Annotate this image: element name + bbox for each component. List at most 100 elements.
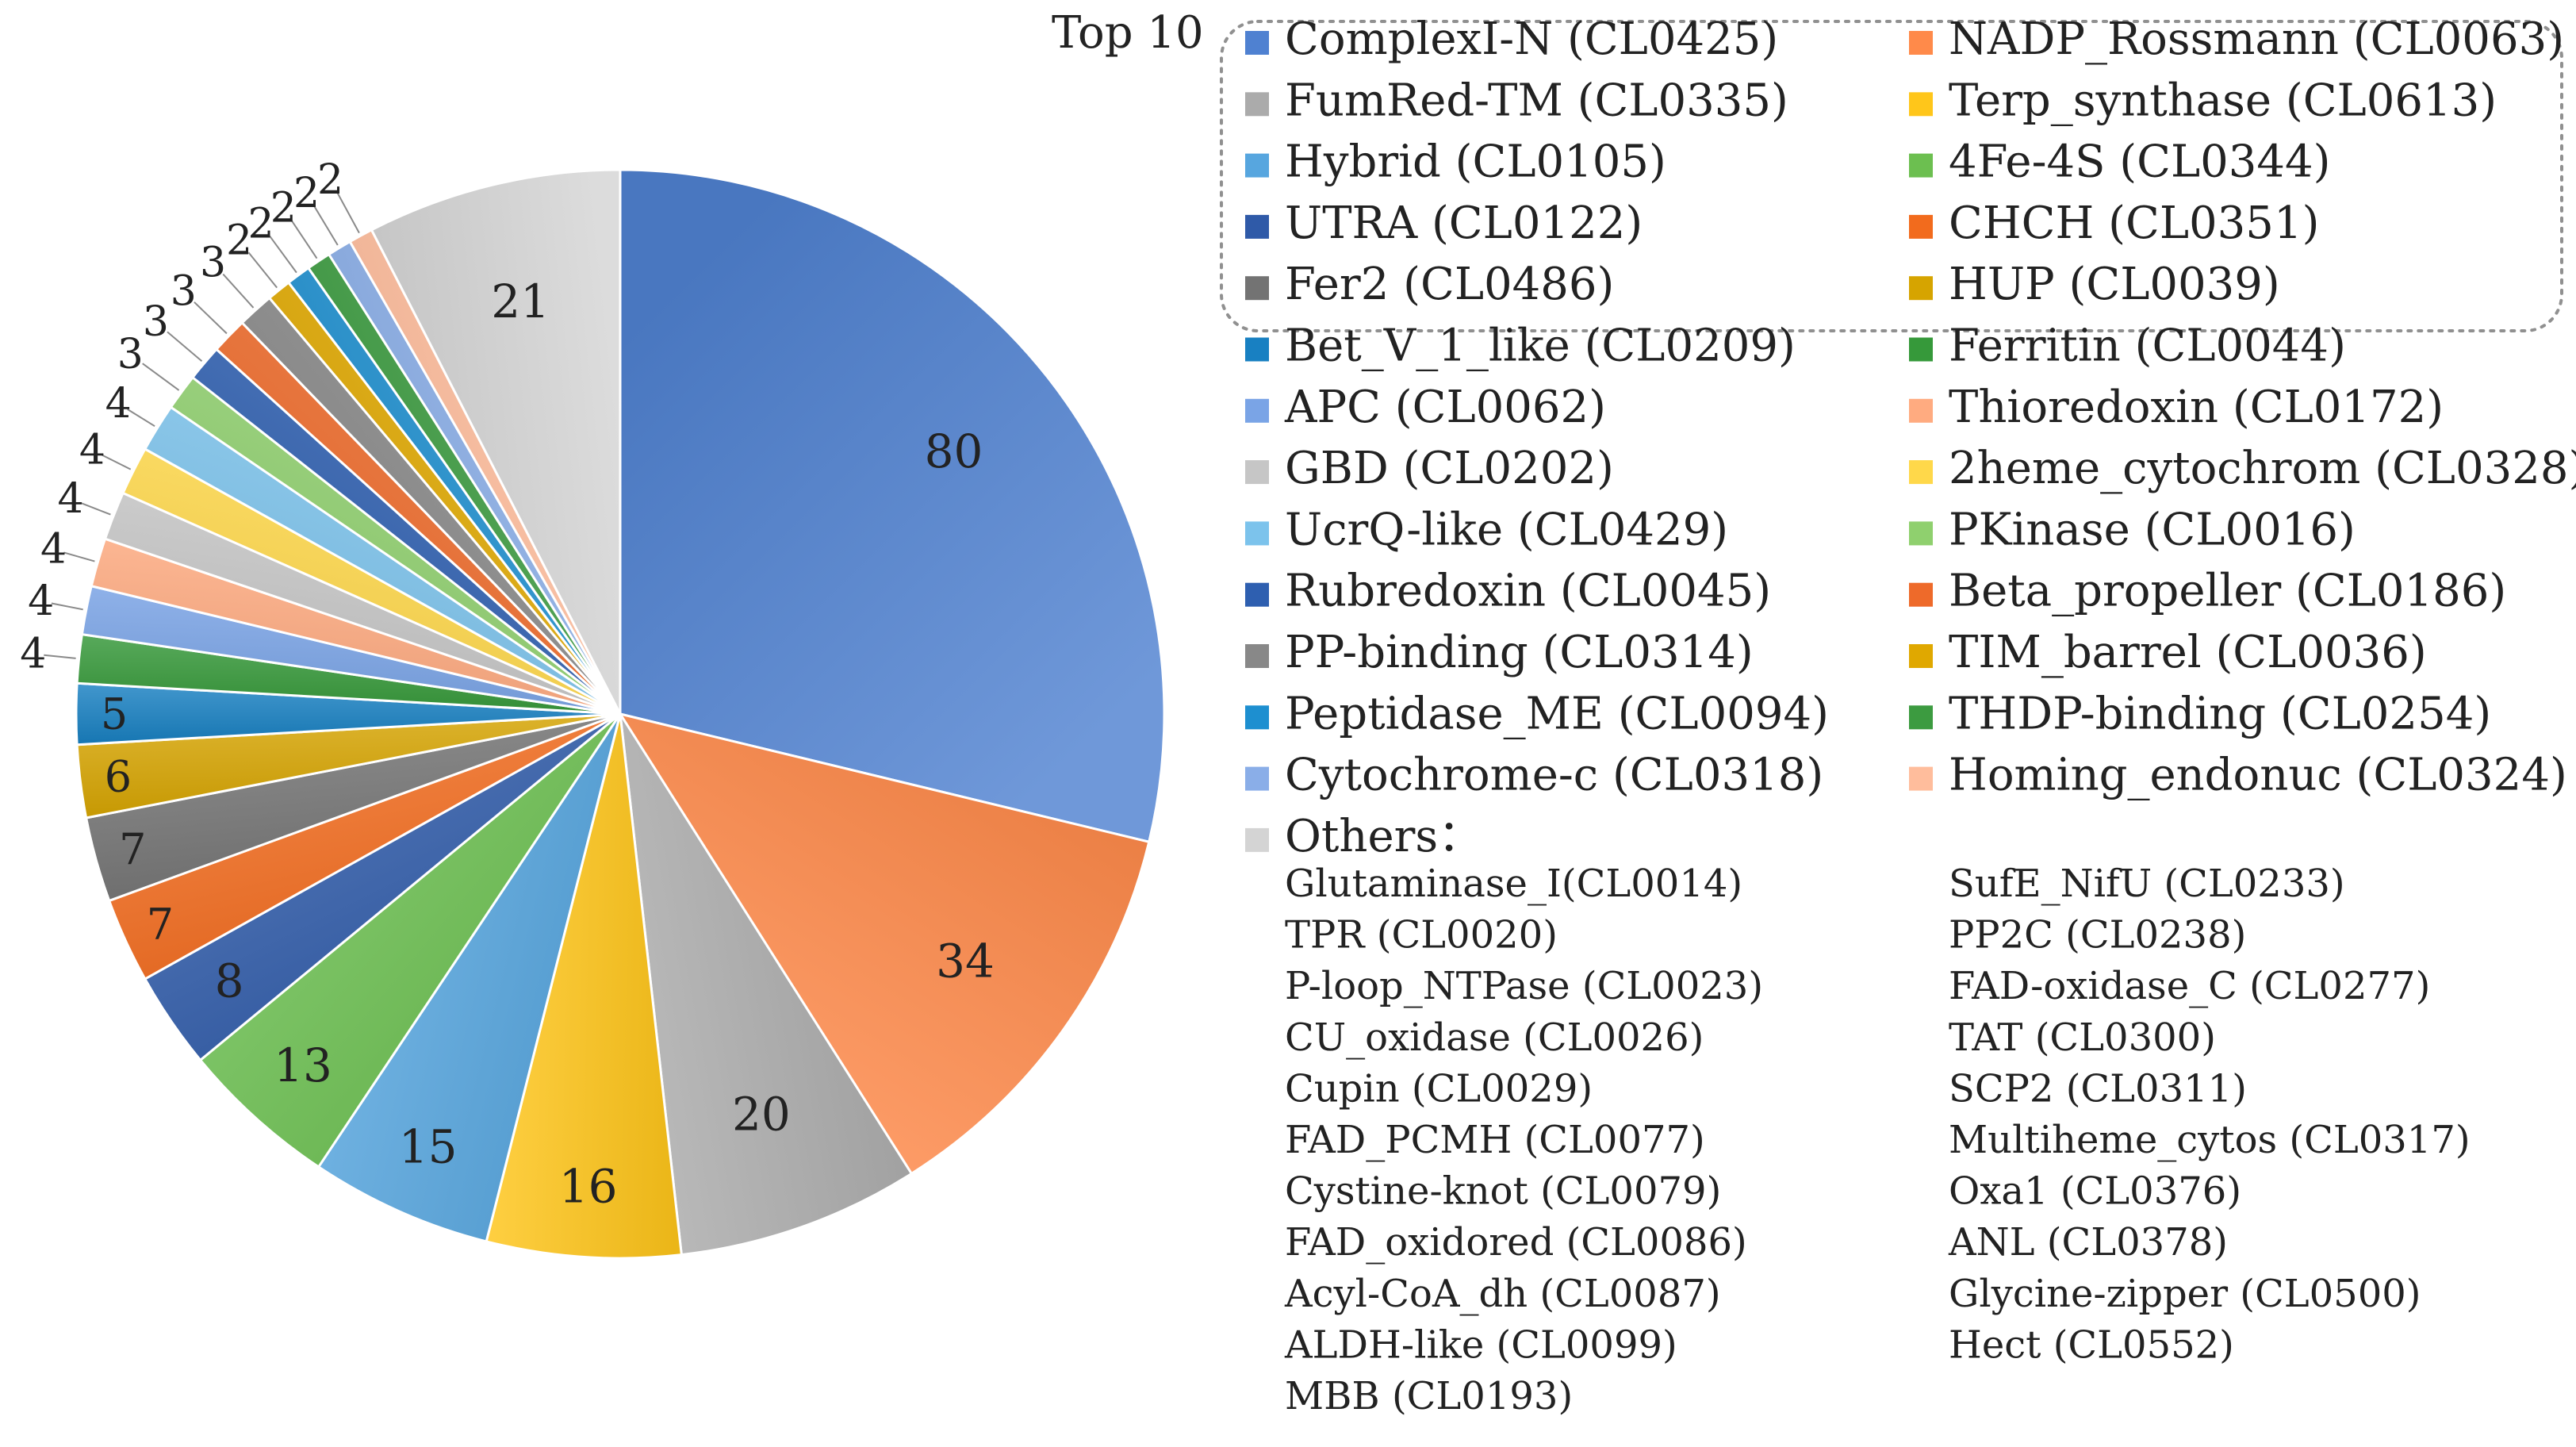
data-label-ucrq-like-cl0429: 4	[105, 380, 132, 428]
legend-swatch-ucrq-like-cl0429	[1245, 521, 1269, 546]
others-item: MBB (CL0193)	[1285, 1374, 1573, 1418]
others-item: CU_oxidase (CL0026)	[1285, 1015, 1704, 1060]
leader-line-tim-barrel-cl0036	[247, 251, 278, 289]
legend-label-peptidase-me-cl0094: Peptidase_ME (CL0094)	[1285, 688, 1829, 739]
leader-line-pp-binding-cl0314	[222, 273, 255, 309]
leader-line-pkinase-cl0016	[142, 363, 180, 391]
leader-line-beta-propeller-cl0186	[194, 301, 228, 335]
legend-swatch-peptidase-me-cl0094	[1245, 705, 1269, 730]
others-item: PP2C (CL0238)	[1949, 913, 2246, 958]
leader-line-gbd-cl0202	[80, 501, 111, 516]
leader-line-2heme-cytochrom-cl0328	[102, 454, 132, 470]
legend-label-thdp-binding-cl0254: THDP-binding (CL0254)	[1949, 688, 2491, 739]
legend-label-tim-barrel-cl0036: TIM_barrel (CL0036)	[1949, 627, 2427, 678]
legend-label-thioredoxin-cl0172: Thioredoxin (CL0172)	[1949, 382, 2444, 433]
data-label-others: 21	[491, 274, 550, 328]
pie-slice-4fe-4s-cl0344	[198, 712, 622, 1169]
others-item: SufE_NifU (CL0233)	[1949, 862, 2345, 906]
legend-swatch-fumred-tm-cl0335	[1245, 92, 1269, 117]
leader-line-homing-endonuc-cl0324	[336, 193, 360, 234]
data-label-4fe-4s-cl0344: 13	[274, 1038, 332, 1092]
pie-slice-complexi-n-cl0425	[619, 168, 1166, 844]
pie-slice-others	[370, 168, 622, 715]
leader-line-thdp-binding-cl0254	[291, 220, 318, 259]
legend-label-ucrq-like-cl0429: UcrQ-like (CL0429)	[1285, 504, 1728, 555]
legend-label-homing-endonuc-cl0324: Homing_endonuc (CL0324)	[1949, 750, 2567, 801]
legend-label-hup-cl0039: HUP (CL0039)	[1949, 259, 2280, 310]
data-label-utra-cl0122: 8	[215, 954, 244, 1008]
others-item: P-loop_NTPase (CL0023)	[1285, 964, 1763, 1008]
legend-swatch-thdp-binding-cl0254	[1909, 705, 1933, 730]
legend-label-fumred-tm-cl0335: FumRed-TM (CL0335)	[1285, 75, 1788, 126]
others-item: FAD_PCMH (CL0077)	[1285, 1118, 1705, 1162]
leader-line-ucrq-like-cl0429	[127, 409, 155, 428]
data-label-fumred-tm-cl0335: 20	[732, 1088, 791, 1142]
legend-label-ferritin-cl0044: Ferritin (CL0044)	[1949, 320, 2346, 372]
leader-line-ferritin-cl0044	[44, 654, 76, 659]
others-item: Multiheme_cytos (CL0317)	[1949, 1118, 2471, 1162]
top10-box	[1237, 20, 2563, 332]
data-label-fer2-cl0486: 7	[119, 824, 146, 874]
legend-label-nadp-rossmann-cl0063: NADP_Rossmann (CL0063)	[1949, 13, 2564, 65]
legend-swatch-tim-barrel-cl0036	[1909, 644, 1933, 668]
leader-line-rubredoxin-cl0045	[167, 331, 203, 362]
data-label-2heme-cytochrom-cl0328: 4	[79, 427, 105, 474]
legend-swatch-rubredoxin-cl0045	[1245, 582, 1269, 607]
data-label-cytochrome-c-cl0318: 2	[293, 170, 320, 217]
legend-swatch-cytochrome-c-cl0318	[1245, 766, 1269, 791]
data-label-beta-propeller-cl0186: 3	[171, 268, 197, 316]
legend-swatch-hybrid-cl0105	[1245, 153, 1269, 178]
legend-swatch-terp-synthase-cl0613	[1909, 92, 1933, 117]
chart-legend: ComplexI-N (CL0425) FumRed-TM (CL0335) Hyb…	[1237, 13, 2576, 1418]
legend-label-hybrid-cl0105: Hybrid (CL0105)	[1285, 136, 1666, 188]
data-label-bet-v-1-like-cl0209: 5	[101, 689, 128, 739]
data-label-terp-synthase-cl0613: 16	[559, 1159, 618, 1213]
data-label-hup-cl0039: 6	[105, 752, 132, 802]
pie-slice-fumred-tm-cl0335	[619, 713, 914, 1257]
legend-label-utra-cl0122: UTRA (CL0122)	[1285, 198, 1643, 249]
legend-swatch-4fe-4s-cl0344	[1909, 153, 1933, 178]
legend-swatch-complexi-n-cl0425	[1245, 31, 1269, 55]
legend-label-complexi-n-cl0425: ComplexI-N (CL0425)	[1285, 13, 1778, 65]
data-label-chch-cl0351: 7	[147, 900, 174, 950]
legend-swatch-beta-propeller-cl0186	[1909, 582, 1933, 607]
legend-label-chch-cl0351: CHCH (CL0351)	[1949, 198, 2319, 249]
legend-label-bet-v-1-like-cl0209: Bet_V_1_like (CL0209)	[1285, 320, 1796, 372]
legend-label-2heme-cytochrom-cl0328: 2heme_cytochrom (CL0328)	[1949, 443, 2576, 494]
others-item: ALDH-like (CL0099)	[1284, 1322, 1677, 1367]
data-label-rubredoxin-cl0045: 3	[143, 298, 169, 346]
legend-swatch-2heme-cytochrom-cl0328	[1909, 460, 1933, 485]
legend-label-others: Others：	[1285, 811, 1482, 862]
legend-swatch-chch-cl0351	[1909, 214, 1933, 239]
leader-line-apc-cl0062	[51, 602, 83, 611]
pie-slice-terp-synthase-cl0613	[485, 713, 684, 1260]
data-label-thioredoxin-cl0172: 4	[40, 526, 67, 574]
pie-slice-nadp-rossmann-cl0063	[617, 712, 1151, 1176]
others-item: Oxa1 (CL0376)	[1949, 1169, 2241, 1214]
legend-label-pp-binding-cl0314: PP-binding (CL0314)	[1285, 627, 1754, 678]
data-label-apc-cl0062: 4	[28, 578, 54, 625]
legend-swatch-gbd-cl0202	[1245, 460, 1269, 485]
legend-label-pkinase-cl0016: PKinase (CL0016)	[1949, 504, 2356, 555]
top10-label: Top 10	[1052, 7, 1204, 59]
data-label-nadp-rossmann-cl0063: 34	[936, 935, 995, 988]
leader-line-cytochrome-c-cl0318	[313, 205, 339, 246]
legend-swatch-utra-cl0122	[1245, 214, 1269, 239]
legend-swatch-bet-v-1-like-cl0209	[1245, 337, 1269, 362]
others-item: FAD-oxidase_C (CL0277)	[1949, 964, 2430, 1008]
legend-label-gbd-cl0202: GBD (CL0202)	[1285, 443, 1614, 494]
leader-line-peptidase-me-cl0094	[269, 236, 297, 274]
pie-slice-hybrid-cl0105	[316, 713, 622, 1243]
others-item: Cystine-knot (CL0079)	[1285, 1169, 1721, 1214]
others-item: Acyl-CoA_dh (CL0087)	[1284, 1272, 1721, 1316]
others-item: Glutaminase_I(CL0014)	[1285, 862, 1742, 906]
legend-swatch-fer2-cl0486	[1245, 276, 1269, 301]
legend-swatch-others	[1245, 827, 1269, 852]
legend-label-fer2-cl0486: Fer2 (CL0486)	[1285, 259, 1614, 310]
data-label-tim-barrel-cl0036: 2	[226, 217, 252, 264]
data-label-ferritin-cl0044: 4	[20, 631, 46, 678]
legend-label-cytochrome-c-cl0318: Cytochrome-c (CL0318)	[1285, 750, 1823, 801]
legend-label-4fe-4s-cl0344: 4Fe-4S (CL0344)	[1949, 136, 2331, 188]
others-item: FAD_oxidored (CL0086)	[1285, 1220, 1747, 1265]
